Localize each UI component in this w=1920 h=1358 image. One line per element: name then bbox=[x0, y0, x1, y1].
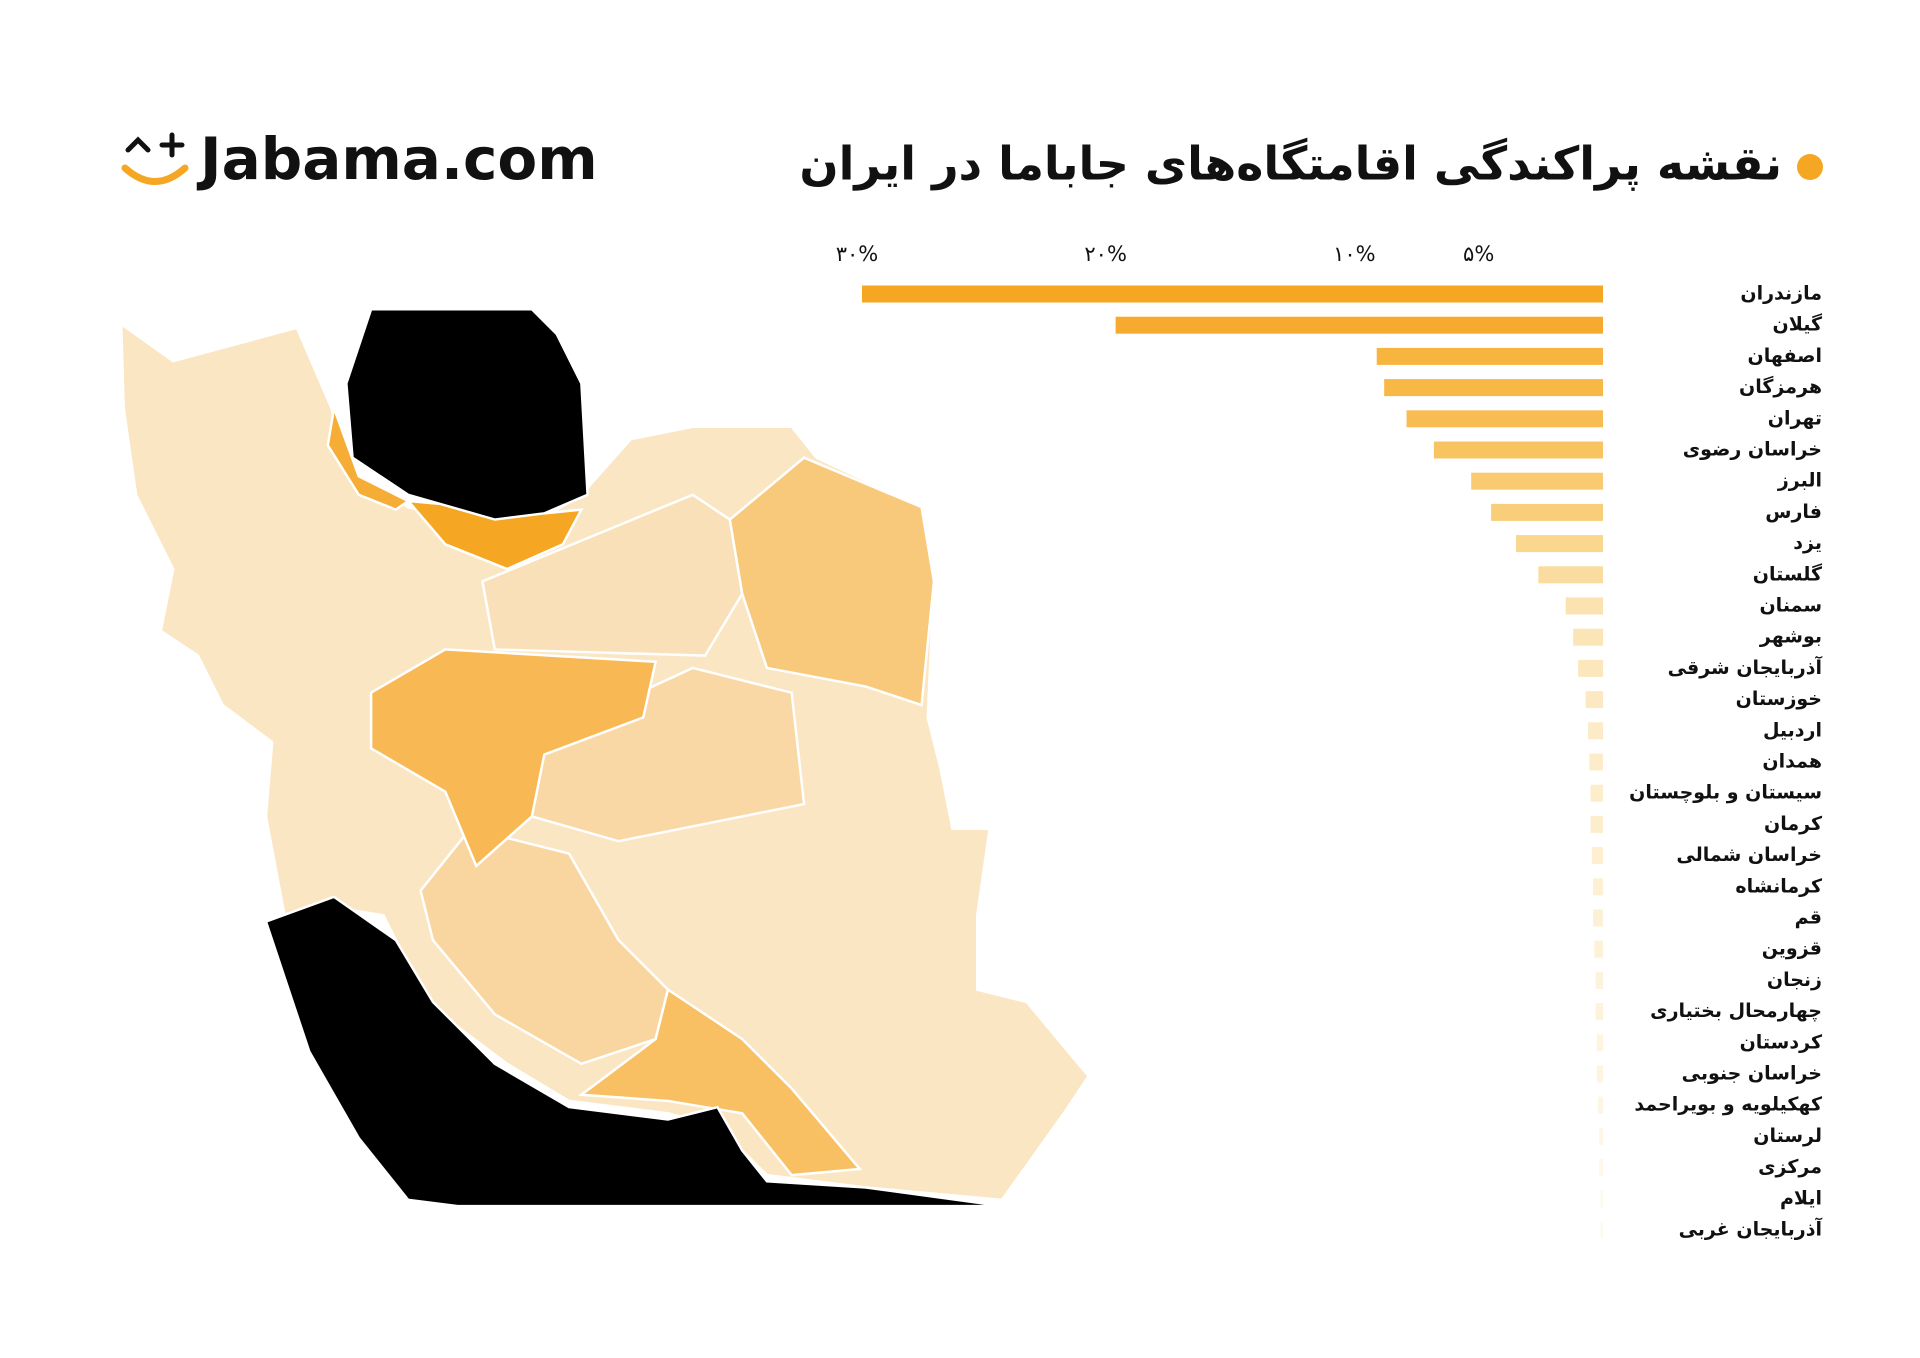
bar bbox=[1590, 784, 1603, 802]
bar bbox=[1600, 1221, 1603, 1239]
category-label: فارس bbox=[1765, 501, 1822, 523]
category-label: ایلام bbox=[1780, 1187, 1822, 1209]
logo-smile bbox=[121, 164, 189, 185]
category-label: آذربایجان شرقی bbox=[1668, 655, 1823, 679]
title-dot bbox=[1797, 154, 1823, 180]
logo-plus bbox=[159, 132, 185, 158]
category-label: گیلان bbox=[1773, 313, 1823, 336]
bar bbox=[1593, 878, 1603, 896]
map-region bbox=[728, 456, 936, 707]
bar bbox=[1384, 379, 1603, 397]
brand: Jabama.com bbox=[196, 125, 598, 193]
logo-caret bbox=[125, 136, 151, 153]
bar bbox=[1565, 597, 1603, 615]
map-region bbox=[577, 987, 863, 1177]
category-label: لرستان bbox=[1753, 1125, 1822, 1147]
bar bbox=[1433, 441, 1603, 459]
category-label: اصفهان bbox=[1748, 345, 1822, 367]
map-region bbox=[419, 827, 670, 1066]
bar bbox=[1538, 566, 1603, 584]
map bbox=[119, 308, 1091, 1208]
category-label: البرز bbox=[1777, 470, 1822, 492]
bar bbox=[1376, 347, 1603, 365]
category-label: اردبیل bbox=[1763, 719, 1822, 741]
category-label: قزوین bbox=[1762, 938, 1822, 960]
bar bbox=[861, 285, 1603, 303]
category-label: کرمانشاه bbox=[1735, 875, 1823, 897]
caspian-sea bbox=[345, 308, 589, 521]
bar bbox=[1596, 1034, 1603, 1052]
bar bbox=[1598, 1096, 1603, 1114]
category-label: همدان bbox=[1762, 751, 1822, 773]
category-label: کرمان bbox=[1764, 813, 1823, 835]
category-label: سمنان bbox=[1759, 595, 1822, 617]
category-label: مازندران bbox=[1740, 283, 1822, 305]
x-tick-label: ۲۰% bbox=[1084, 242, 1127, 266]
category-label: خوزستان bbox=[1736, 688, 1822, 710]
bar bbox=[1515, 535, 1603, 553]
bar bbox=[1590, 815, 1603, 833]
map-region bbox=[369, 648, 658, 868]
bar bbox=[1599, 1127, 1603, 1145]
category-label: یزد bbox=[1793, 532, 1822, 554]
bar bbox=[1585, 691, 1603, 709]
logo: Jabama.com bbox=[121, 125, 598, 193]
bar bbox=[1599, 1159, 1603, 1177]
category-label: زنجان bbox=[1767, 969, 1822, 991]
map-region bbox=[326, 403, 411, 512]
bar bbox=[1471, 472, 1603, 490]
category-label: چهارمحال بختیاری bbox=[1650, 1000, 1822, 1022]
bar bbox=[1600, 1190, 1603, 1208]
category-label: هرمزگان bbox=[1739, 375, 1822, 398]
category-label: کهکیلویه و بویراحمد bbox=[1634, 1094, 1823, 1116]
bar bbox=[1491, 503, 1603, 521]
category-label: کردستان bbox=[1740, 1031, 1823, 1053]
category-label: بوشهر bbox=[1759, 626, 1822, 648]
chart-title: نقشه پراکندگی اقامتگاه‌های جاباما در ایر… bbox=[799, 137, 1782, 192]
bar bbox=[1115, 316, 1603, 334]
x-tick-label: ۳۰% bbox=[836, 242, 879, 266]
category-label: مرکزی bbox=[1758, 1156, 1822, 1178]
category-label: خراسان شمالی bbox=[1676, 844, 1822, 866]
bar bbox=[1573, 628, 1603, 646]
bar bbox=[1406, 410, 1603, 428]
bar bbox=[1591, 847, 1603, 865]
bar bbox=[1596, 1065, 1603, 1083]
bar bbox=[1589, 753, 1603, 771]
category-label: خراسان رضوی bbox=[1683, 439, 1822, 461]
category-label: آذربایجان غربی bbox=[1679, 1217, 1823, 1241]
category-label: سیستان و بلوچستان bbox=[1629, 782, 1822, 804]
category-label: قم bbox=[1795, 907, 1822, 929]
category-label: خراسان جنوبی bbox=[1682, 1063, 1822, 1085]
category-label: تهران bbox=[1768, 407, 1822, 429]
bar bbox=[1588, 722, 1603, 740]
bar bbox=[1593, 909, 1603, 927]
bar bbox=[1595, 1003, 1603, 1021]
bar bbox=[1595, 971, 1603, 989]
x-tick-label: ۵% bbox=[1463, 242, 1494, 266]
category-label: گلستان bbox=[1753, 562, 1823, 585]
bar bbox=[1578, 659, 1603, 677]
bar bbox=[1594, 940, 1603, 958]
x-tick-label: ۱۰% bbox=[1333, 242, 1376, 266]
persian-gulf bbox=[264, 895, 1003, 1208]
